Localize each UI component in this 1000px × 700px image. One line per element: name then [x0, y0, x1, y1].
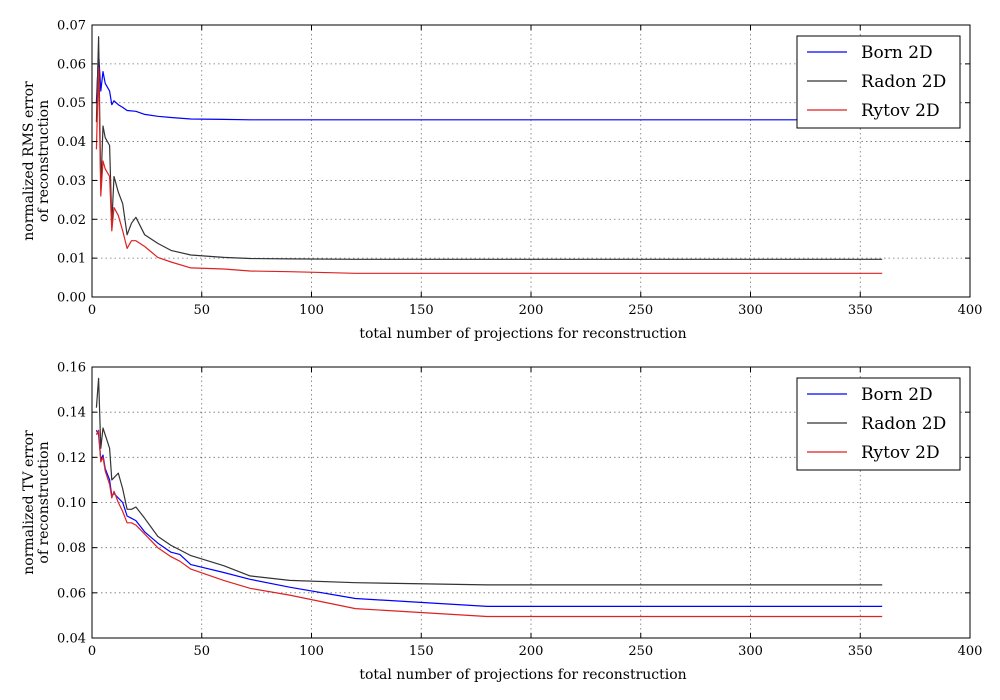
- rms-legend-label-born-2d: Born 2D: [861, 43, 933, 63]
- rms-y-tick-label: 0.00: [57, 291, 86, 306]
- tv-y-tick-label: 0.16: [57, 361, 86, 376]
- tv-series-rytov-2d: [95, 429, 883, 618]
- tv-x-tick-label: 0: [88, 644, 96, 659]
- tv-legend-label-rytov-2d: Rytov 2D: [861, 443, 940, 463]
- tv-series-radon-2d: [95, 377, 883, 586]
- tv-x-tick-label: 350: [848, 644, 873, 659]
- rms-legend-label-rytov-2d: Rytov 2D: [861, 101, 940, 121]
- tv-x-tick-label: 200: [519, 644, 544, 659]
- rms-y-tick-label: 0.05: [57, 96, 86, 111]
- rms-legend-label-radon-2d: Radon 2D: [861, 72, 946, 92]
- tv-legend-label-radon-2d: Radon 2D: [861, 414, 946, 434]
- rms-x-tick-label: 50: [193, 303, 210, 318]
- tv-y-axis-title: normalized TV errorof reconstruction: [21, 430, 52, 575]
- rms-y-tick-label: 0.03: [57, 174, 86, 189]
- tv-x-tick-label: 100: [299, 644, 324, 659]
- tv-error-chart: 0 50 100 150 200 250 300 350 400 0.04 0.06 0.08 0.10…: [21, 361, 982, 684]
- tv-y-tick-label: 0.06: [57, 586, 86, 601]
- rms-x-tick-label: 100: [299, 303, 324, 318]
- rms-x-tick-label: 300: [738, 303, 763, 318]
- rms-y-tick-label: 0.01: [57, 252, 86, 267]
- rms-y-tick-label: 0.06: [57, 57, 86, 72]
- rms-x-tick-label: 200: [519, 303, 544, 318]
- tv-y-tick-label: 0.12: [57, 451, 86, 466]
- tv-legend: Born 2D Radon 2D Rytov 2D: [796, 377, 961, 471]
- tv-legend-box: [796, 377, 961, 471]
- tv-x-tick-label: 300: [738, 644, 763, 659]
- rms-x-tick-label: 350: [848, 303, 873, 318]
- rms-series-born-2d: [95, 51, 883, 121]
- tv-y-tick-label: 0.04: [57, 632, 86, 647]
- rms-y-tick-label: 0.07: [57, 19, 86, 34]
- tv-x-axis-title: total number of projections for reconstr…: [359, 667, 686, 683]
- tv-x-tick-label: 400: [958, 644, 983, 659]
- rms-series-rytov-2d: [95, 67, 883, 274]
- rms-error-chart: 0 50 100 150 200 250 300 350 400 0.00 0.01 0.02 0.03…: [21, 19, 982, 343]
- rms-legend: Born 2D Radon 2D Rytov 2D: [796, 35, 961, 129]
- rms-y-tick-label: 0.02: [57, 213, 86, 228]
- tv-x-tick-label: 150: [409, 644, 434, 659]
- tv-x-tick-label: 50: [193, 644, 210, 659]
- rms-x-tick-label: 400: [958, 303, 983, 318]
- rms-x-axis-title: total number of projections for reconstr…: [359, 326, 686, 342]
- rms-legend-box: [796, 35, 961, 129]
- rms-x-tick-label: 150: [409, 303, 434, 318]
- tv-legend-label-born-2d: Born 2D: [861, 385, 933, 405]
- rms-x-tick-label: 0: [88, 303, 96, 318]
- rms-y-tick-label: 0.04: [57, 135, 86, 150]
- rms-y-axis-title: normalized RMS errorof reconstruction: [21, 81, 52, 241]
- rms-x-tick-label: 250: [628, 303, 653, 318]
- tv-y-tick-label: 0.08: [57, 541, 86, 556]
- tv-y-tick-label: 0.14: [57, 406, 86, 421]
- tv-x-tick-label: 250: [628, 644, 653, 659]
- tv-series-born-2d: [95, 429, 883, 608]
- tv-y-tick-label: 0.10: [57, 496, 86, 511]
- rms-series-radon-2d: [95, 36, 883, 260]
